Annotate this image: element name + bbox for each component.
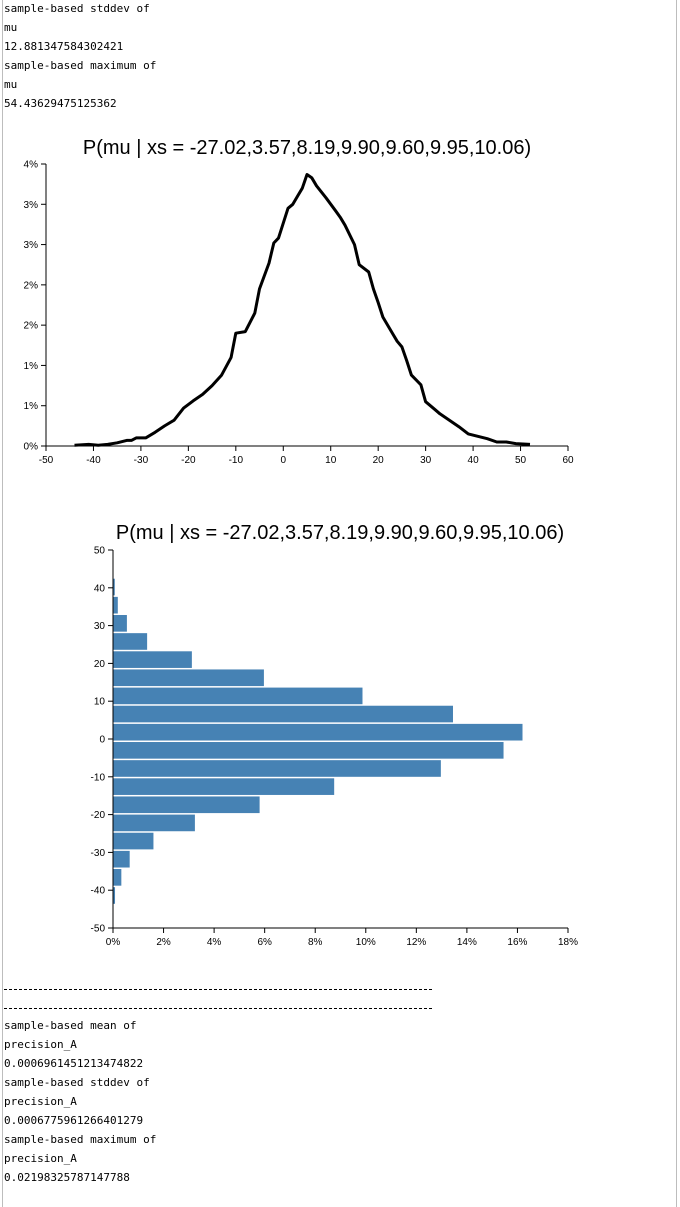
- histogram-x-tick-label: 0%: [106, 937, 121, 948]
- histogram-x-tick-label: 4%: [207, 937, 222, 948]
- histogram-x-tick-label: 18%: [558, 937, 578, 948]
- line-chart-y-tick-label: 2%: [24, 280, 39, 291]
- log-line: sample-based mean of: [4, 1019, 137, 1032]
- histogram-bar: [113, 723, 523, 741]
- log-line: sample-based maximum of: [4, 59, 157, 72]
- histogram-y-tick-label: 50: [94, 546, 106, 557]
- log-line: 0.02198325787147788: [4, 1171, 130, 1184]
- histogram-bar: [113, 578, 115, 596]
- histogram-bar: [113, 814, 195, 832]
- histogram-x-tick-label: 6%: [257, 937, 272, 948]
- log-line: precision_A: [4, 1038, 77, 1051]
- histogram-bar: [113, 596, 118, 614]
- line-chart-y-tick-label: 4%: [24, 160, 39, 171]
- separator-line-1: [4, 989, 432, 990]
- histogram-y-tick-label: 0: [99, 735, 105, 746]
- line-chart-x-tick-label: 20: [373, 455, 385, 466]
- log-line: 54.43629475125362: [4, 97, 117, 110]
- line-chart-x-tick-label: 30: [420, 455, 432, 466]
- log-line: sample-based maximum of: [4, 1133, 157, 1146]
- histogram-y-tick-label: 20: [94, 659, 106, 670]
- histogram-bar: [113, 669, 264, 687]
- histogram-x-tick-label: 10%: [356, 937, 376, 948]
- log-line: 12.881347584302421: [4, 40, 124, 53]
- histogram-y-tick-label: 10: [94, 697, 106, 708]
- line-chart-title: P(mu | xs = -27.02,3.57,8.19,9.90,9.60,9…: [83, 137, 531, 159]
- line-chart-y-tick-label: 1%: [24, 401, 39, 412]
- histogram-x-tick-label: 12%: [406, 937, 426, 948]
- histogram-x-tick-label: 8%: [308, 937, 323, 948]
- histogram-bar: [113, 615, 127, 632]
- histogram-bar: [113, 742, 504, 759]
- histogram-y-tick-label: -10: [91, 772, 106, 783]
- histogram-bar: [113, 633, 148, 650]
- log-line: sample-based stddev of: [4, 1076, 150, 1089]
- histogram-bar: [113, 651, 192, 668]
- log-line: sample-based stddev of: [4, 2, 150, 15]
- log-line: mu: [4, 78, 18, 91]
- log-line: 0.0006775961266401279: [4, 1114, 144, 1127]
- line-chart-x-tick-label: -20: [181, 455, 196, 466]
- histogram-bar: [113, 705, 453, 723]
- histogram-bar: [113, 760, 441, 777]
- histogram-bar: [113, 869, 122, 886]
- line-chart: P(mu | xs = -27.02,3.57,8.19,9.90,9.60,9…: [24, 137, 574, 466]
- histogram-y-tick-label: -40: [91, 886, 106, 897]
- histogram-bar: [113, 832, 154, 850]
- density-line: [74, 173, 531, 447]
- histogram-bar: [113, 850, 130, 868]
- separator-line-2: [4, 1008, 432, 1009]
- line-chart-y-tick-label: 3%: [24, 240, 39, 251]
- line-chart-x-tick-label: -10: [229, 455, 244, 466]
- histogram-chart-title: P(mu | xs = -27.02,3.57,8.19,9.90,9.60,9…: [116, 522, 564, 544]
- histogram-y-tick-label: -30: [91, 848, 106, 859]
- log-line: precision_A: [4, 1095, 77, 1108]
- histogram-bar: [113, 687, 363, 705]
- histogram-x-tick-label: 2%: [156, 937, 171, 948]
- line-chart-x-tick-label: 40: [468, 455, 480, 466]
- line-chart-y-tick-label: 2%: [24, 321, 39, 332]
- histogram-chart: P(mu | xs = -27.02,3.57,8.19,9.90,9.60,9…: [91, 522, 579, 948]
- histogram-x-tick-label: 14%: [457, 937, 477, 948]
- log-line: precision_A: [4, 1152, 77, 1165]
- line-chart-x-tick-label: -50: [39, 455, 54, 466]
- line-chart-x-tick-label: 60: [562, 455, 574, 466]
- log-line: 0.0006961451213474822: [4, 1057, 144, 1070]
- line-chart-x-tick-label: 10: [325, 455, 337, 466]
- histogram-y-tick-label: -20: [91, 810, 106, 821]
- histogram-bar: [113, 796, 260, 814]
- line-chart-y-tick-label: 1%: [24, 361, 39, 372]
- histogram-bar: [113, 778, 335, 795]
- log-line: mu: [4, 21, 18, 34]
- line-chart-y-tick-label: 0%: [24, 442, 39, 453]
- histogram-bar: [113, 887, 116, 904]
- line-chart-x-tick-label: 50: [515, 455, 527, 466]
- histogram-x-tick-label: 16%: [507, 937, 527, 948]
- line-chart-y-tick-label: 3%: [24, 200, 39, 211]
- histogram-y-tick-label: -50: [91, 924, 106, 935]
- line-chart-x-tick-label: -40: [86, 455, 101, 466]
- histogram-y-tick-label: 40: [94, 583, 106, 594]
- histogram-y-tick-label: 30: [94, 621, 106, 632]
- line-chart-x-tick-label: 0: [280, 455, 286, 466]
- line-chart-x-tick-label: -30: [134, 455, 149, 466]
